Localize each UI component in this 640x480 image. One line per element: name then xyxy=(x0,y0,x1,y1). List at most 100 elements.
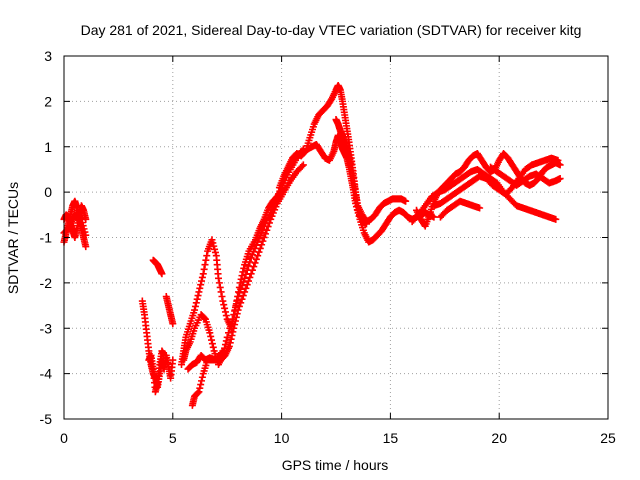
data-point xyxy=(234,292,242,300)
data-point xyxy=(209,239,217,247)
data-point xyxy=(242,284,250,292)
x-axis-label: GPS time / hours xyxy=(282,457,389,473)
data-point xyxy=(259,237,267,245)
data-point xyxy=(402,197,410,205)
x-tick-label: 5 xyxy=(169,430,177,446)
series-track-k xyxy=(184,347,227,373)
grid xyxy=(64,56,608,419)
data-point xyxy=(255,235,263,243)
data-point xyxy=(223,333,231,341)
data-point xyxy=(247,270,255,278)
data-point xyxy=(229,328,237,336)
data-point xyxy=(82,243,90,251)
data-point xyxy=(241,288,249,296)
data-points xyxy=(60,81,564,409)
data-point xyxy=(251,259,259,267)
x-tick-label: 10 xyxy=(274,430,290,446)
x-tick-label: 25 xyxy=(600,430,616,446)
data-point xyxy=(241,274,249,282)
data-point xyxy=(267,215,275,223)
series-track-m xyxy=(304,131,438,246)
data-point xyxy=(77,215,85,223)
data-point xyxy=(362,220,370,228)
series-track-a xyxy=(60,197,90,251)
data-point xyxy=(233,310,241,318)
data-point xyxy=(221,308,229,316)
x-tick-label: 0 xyxy=(60,430,68,446)
data-point xyxy=(225,342,233,350)
data-point xyxy=(258,241,266,249)
y-tick-label: -3 xyxy=(40,320,53,336)
data-point xyxy=(206,329,214,337)
data-point xyxy=(234,306,242,314)
data-point xyxy=(268,212,276,220)
data-point xyxy=(269,209,277,217)
data-point xyxy=(235,289,243,297)
data-point xyxy=(201,314,209,322)
data-point xyxy=(78,219,86,227)
data-point xyxy=(208,340,216,348)
data-point xyxy=(226,339,234,347)
data-point xyxy=(208,336,216,344)
data-point xyxy=(256,244,264,252)
y-tick-label: 1 xyxy=(44,139,52,155)
data-point xyxy=(79,222,87,230)
data-point xyxy=(207,332,215,340)
data-point xyxy=(198,273,206,281)
y-tick-label: -5 xyxy=(40,411,53,427)
data-point xyxy=(198,373,206,381)
series-track-q xyxy=(430,154,562,210)
series-track-c xyxy=(60,209,90,239)
series-track-g xyxy=(162,292,177,328)
y-axis-label: SDTVAR / TECUs xyxy=(5,182,21,294)
data-point xyxy=(158,270,166,278)
data-point xyxy=(254,238,262,246)
data-point xyxy=(228,332,236,340)
data-point xyxy=(254,252,262,260)
data-point xyxy=(216,283,224,291)
data-point xyxy=(238,282,246,290)
data-point xyxy=(248,266,256,274)
data-point xyxy=(203,252,211,260)
data-point xyxy=(80,225,88,233)
data-point xyxy=(219,297,227,305)
data-point xyxy=(272,203,280,211)
y-tick-label: -4 xyxy=(40,366,53,382)
data-point xyxy=(160,351,168,359)
data-point xyxy=(230,324,238,332)
data-point xyxy=(197,281,205,289)
y-tick-label: 2 xyxy=(44,93,52,109)
series-track-r xyxy=(436,197,484,221)
data-point xyxy=(191,306,199,314)
data-point xyxy=(210,242,218,250)
data-point xyxy=(221,304,229,312)
series-track-f xyxy=(149,256,166,278)
data-point xyxy=(256,232,264,240)
data-point xyxy=(556,161,564,169)
data-point xyxy=(246,258,254,266)
data-point xyxy=(217,288,225,296)
x-tick-label: 15 xyxy=(383,430,399,446)
data-point xyxy=(211,245,219,253)
series-track-n xyxy=(332,116,370,228)
data-point xyxy=(232,313,240,321)
data-point xyxy=(222,312,230,320)
data-point xyxy=(265,219,273,227)
chart-title: Day 281 of 2021, Sidereal Day-to-day VTE… xyxy=(81,22,582,38)
x-tick-label: 20 xyxy=(491,430,507,446)
data-point xyxy=(202,256,210,264)
data-point xyxy=(250,263,258,271)
data-point xyxy=(258,229,266,237)
data-point xyxy=(252,255,260,263)
data-point xyxy=(556,175,564,183)
series-track-s xyxy=(486,163,564,189)
data-point xyxy=(195,288,203,296)
data-point xyxy=(221,341,229,349)
data-point xyxy=(238,295,246,303)
data-point xyxy=(196,384,204,392)
data-point xyxy=(237,299,245,307)
data-point xyxy=(201,261,209,269)
data-point xyxy=(231,317,239,325)
data-point xyxy=(260,234,268,241)
